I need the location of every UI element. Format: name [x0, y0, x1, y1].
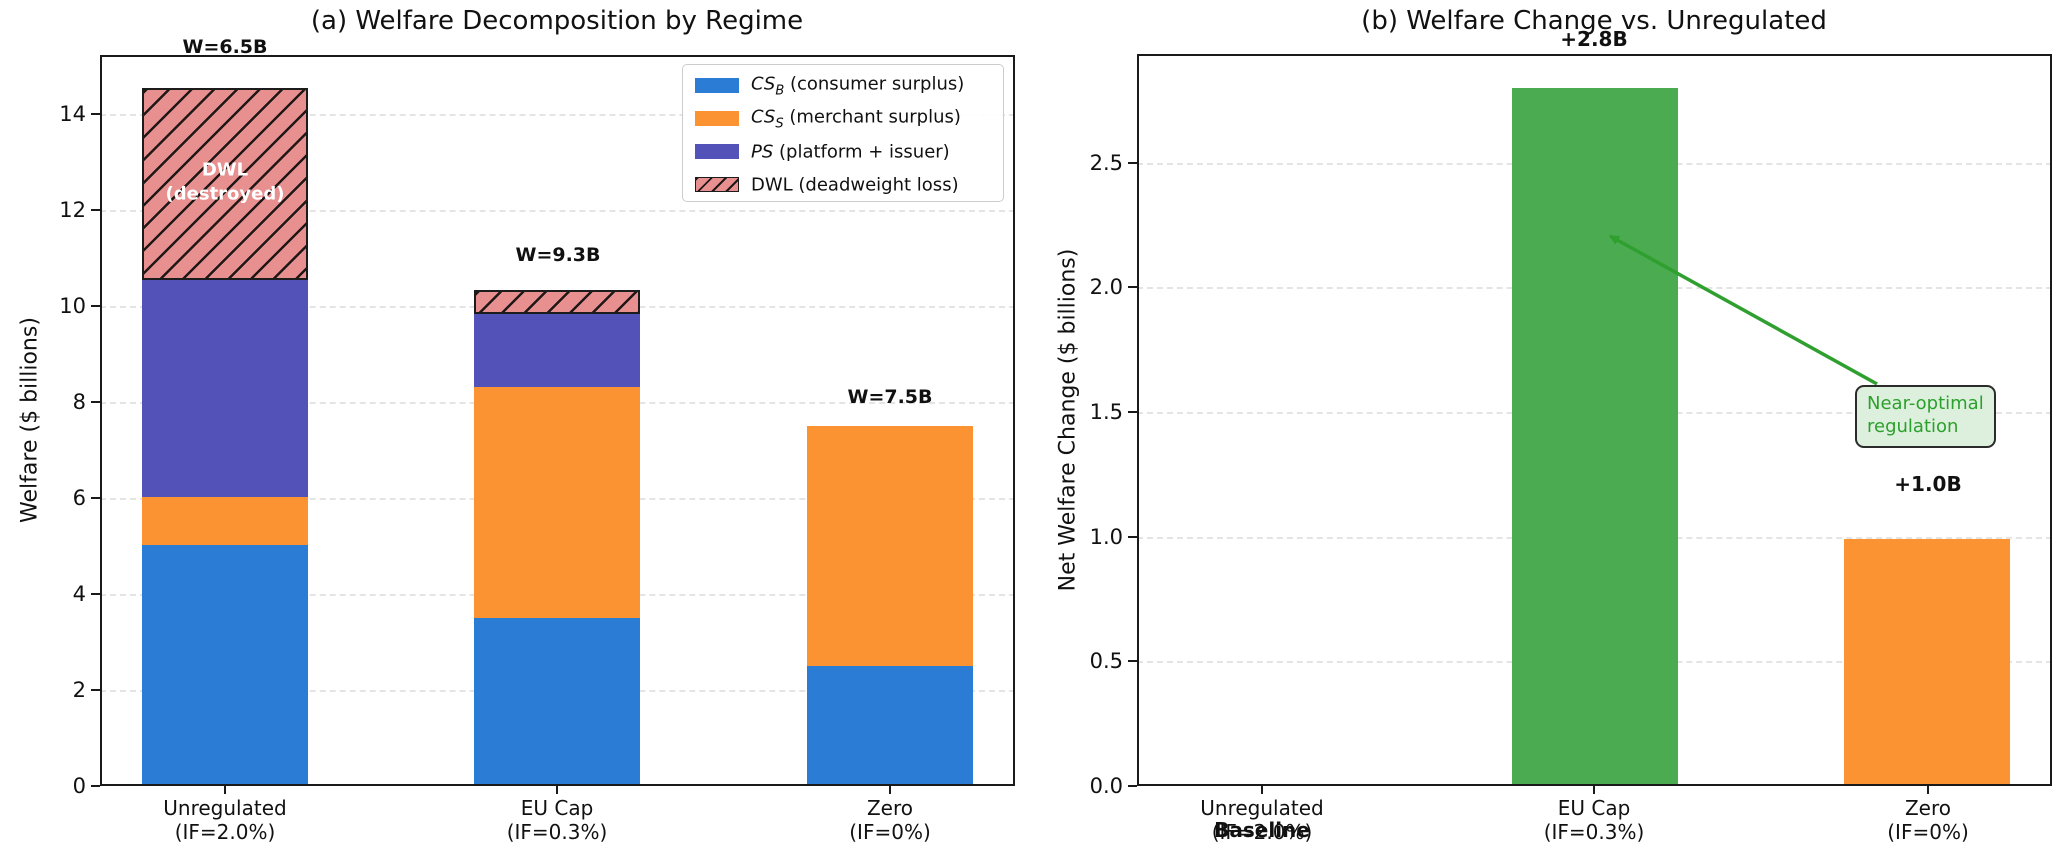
left-ytick-mark-4: [91, 593, 100, 595]
right-ytick-mark-10: [1128, 536, 1137, 538]
right-xtick-unregulated-line1: Unregulated: [1200, 796, 1324, 820]
left-ytick-label-4: 4: [72, 582, 86, 606]
bar-unregulated-platform-surplus: [142, 280, 308, 497]
left-ytick-mark-6: [91, 497, 100, 499]
left-ytick-mark-8: [91, 401, 100, 403]
left-ytick-mark-10: [91, 305, 100, 307]
legend-swatch-deadweight-loss: [695, 177, 739, 192]
legend-sub-csb: B: [775, 83, 785, 99]
legend-label-deadweight-loss: DWL (deadweight loss): [751, 175, 959, 196]
right-ytick-mark-20: [1128, 286, 1137, 288]
left-ytick-mark-2: [91, 689, 100, 691]
left-xtick-zero-line2: (IF=0%): [849, 820, 931, 844]
legend-symbol-csb: CS: [751, 73, 776, 95]
bar-eucap-consumer-surplus: [474, 618, 640, 786]
welfare-change-label-zero: +1.0B: [1894, 472, 1962, 496]
dwl-destroyed-line1: DWL: [201, 159, 249, 181]
left-xtick-zero-line1: Zero: [866, 796, 914, 820]
left-ytick-label-12: 12: [59, 198, 86, 222]
left-ytick-label-8: 8: [72, 390, 86, 414]
legend-box: CSB (consumer surplus) CSS (merchant sur…: [682, 64, 1004, 202]
right-ytick-label-05: 0.5: [1089, 649, 1123, 673]
net-welfare-label-unregulated: W=6.5B: [182, 36, 268, 58]
right-ytick-label-25: 2.5: [1089, 151, 1123, 175]
right-xtick-zero-line2: (IF=0%): [1887, 820, 1969, 844]
net-welfare-label-zero: W=7.5B: [847, 386, 933, 408]
right-axes-frame: [1137, 54, 2052, 786]
bar-unregulated-consumer-surplus: [142, 545, 308, 786]
left-xtick-eucap-line1: EU Cap: [520, 796, 594, 820]
left-xtick-eucap-line2: (IF=0.3%): [506, 820, 608, 844]
right-xtick-mark-zero: [1927, 786, 1929, 794]
left-ytick-mark-12: [91, 209, 100, 211]
bar-unregulated-merchant-surplus: [142, 497, 308, 545]
left-xtick-mark-eucap: [556, 786, 558, 794]
bar-zero-merchant-surplus: [807, 426, 973, 666]
right-ytick-label-20: 2.0: [1089, 275, 1123, 299]
left-ytick-label-2: 2: [72, 678, 86, 702]
legend-label-merchant-surplus: CSS (merchant surplus): [751, 107, 961, 132]
bar-eucap-merchant-surplus: [474, 387, 640, 618]
left-gridline-14: [100, 114, 1015, 116]
left-ytick-mark-0: [91, 785, 100, 787]
right-ytick-label-00: 0.0: [1089, 774, 1123, 798]
legend-rest-csb: (consumer surplus): [784, 73, 965, 95]
left-ytick-label-6: 6: [72, 486, 86, 510]
right-ytick-mark-00: [1128, 785, 1137, 787]
legend-sub-css: S: [775, 116, 784, 132]
right-ytick-label-15: 1.5: [1089, 400, 1123, 424]
near-optimal-callout-line2: regulation: [1867, 416, 1959, 438]
welfare-change-label-eucap: +2.8B: [1560, 27, 1628, 51]
right-ytick-label-10: 1.0: [1089, 525, 1123, 549]
bar-welfare-change-eucap: [1512, 88, 1678, 786]
near-optimal-callout-line1: Near-optimal: [1867, 393, 1984, 414]
bar-welfare-change-zero: [1844, 539, 2010, 786]
left-xtick-unregulated-line1: Unregulated: [163, 796, 287, 820]
legend-symbol-css: CS: [751, 106, 776, 128]
left-ytick-mark-14: [91, 113, 100, 115]
right-ytick-mark-05: [1128, 660, 1137, 662]
right-ytick-mark-25: [1128, 162, 1137, 164]
legend-swatch-merchant-surplus: [695, 111, 739, 126]
left-ytick-label-14: 14: [59, 102, 86, 126]
legend-swatch-platform-surplus: [695, 144, 739, 159]
dwl-destroyed-line2: (destroyed): [165, 184, 285, 205]
bar-eucap-deadweight-loss: [474, 290, 640, 314]
bar-zero-consumer-surplus: [807, 666, 973, 786]
right-chart-title: (b) Welfare Change vs. Unregulated: [1361, 6, 1827, 36]
bar-unregulated-deadweight-loss: [142, 88, 308, 280]
legend-symbol-ps: PS: [751, 141, 774, 163]
legend-rest-css: (merchant surplus): [783, 106, 961, 128]
baseline-label: Baseline: [1214, 818, 1310, 842]
right-xtick-eucap-line1: EU Cap: [1557, 796, 1631, 820]
right-xtick-mark-eucap: [1593, 786, 1595, 794]
left-axes-frame: [100, 55, 1015, 786]
legend-label-platform-surplus: PS (platform + issuer): [751, 142, 950, 163]
left-chart-title: (a) Welfare Decomposition by Regime: [310, 6, 804, 36]
left-xtick-mark-zero: [889, 786, 891, 794]
right-xtick-mark-unregulated: [1261, 786, 1263, 794]
legend-rest-ps: (platform + issuer): [773, 141, 950, 163]
left-ytick-label-0: 0: [72, 774, 86, 798]
left-xtick-unregulated-line2: (IF=2.0%): [174, 820, 276, 844]
left-gridline-12: [100, 210, 1015, 212]
left-xtick-mark-unregulated: [224, 786, 226, 794]
legend-rest-dwl: (deadweight loss): [792, 174, 959, 196]
right-ytick-mark-15: [1128, 411, 1137, 413]
bar-eucap-platform-surplus: [474, 314, 640, 387]
right-xtick-unregulated-line2: (IF=2.0%): [1211, 820, 1313, 844]
dwl-destroyed-label: DWL (destroyed): [166, 159, 285, 208]
left-ytick-label-10: 10: [59, 294, 86, 318]
legend-swatch-consumer-surplus: [695, 78, 739, 93]
net-welfare-label-eucap: W=9.3B: [515, 244, 601, 266]
right-xtick-eucap-line2: (IF=0.3%): [1543, 820, 1645, 844]
legend-label-consumer-surplus: CSB (consumer surplus): [751, 74, 964, 99]
legend-symbol-dwl: DWL: [751, 174, 793, 196]
right-xtick-zero-line1: Zero: [1904, 796, 1952, 820]
near-optimal-callout: Near-optimal regulation: [1855, 385, 1996, 448]
